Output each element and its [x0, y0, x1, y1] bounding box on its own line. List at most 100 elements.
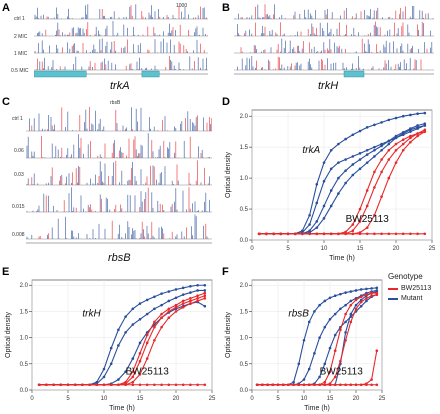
data-point: [365, 126, 369, 129]
data-point: [387, 158, 391, 161]
data-point: [358, 152, 362, 155]
x-tick-label: 0: [250, 246, 254, 252]
data-point: [153, 307, 156, 311]
data-point: [124, 331, 127, 334]
data-point: [145, 312, 149, 316]
data-point: [394, 232, 398, 236]
x-tick-label: 15: [357, 246, 364, 252]
legend-swatch: [388, 287, 398, 290]
data-point: [287, 383, 290, 387]
data-point: [337, 142, 340, 146]
coverage-tracks-a: [34, 4, 208, 78]
data-point: [281, 383, 285, 387]
data-point: [339, 307, 342, 311]
data-point: [124, 383, 127, 387]
data-point: [375, 286, 379, 290]
data-point: [145, 357, 149, 360]
data-point: [358, 232, 362, 236]
data-point: [416, 132, 419, 135]
data-point: [370, 287, 373, 290]
data-point: [313, 383, 316, 387]
data-point: [359, 300, 363, 304]
data-point: [423, 124, 427, 127]
data-point: [344, 158, 347, 161]
data-point: [279, 232, 283, 236]
strain-annotation: BW25113: [346, 214, 390, 225]
data-point: [394, 142, 398, 146]
data-point: [349, 290, 353, 293]
data-point: [329, 167, 333, 171]
data-point: [358, 158, 362, 161]
data-point: [380, 144, 383, 148]
data-point: [373, 148, 376, 152]
strain-annotation: BW25113: [320, 367, 364, 378]
data-point: [145, 298, 149, 302]
data-point: [409, 140, 412, 144]
data-point: [318, 375, 321, 379]
data-point: [307, 383, 311, 387]
y-tick-label: 0.0: [20, 388, 29, 394]
data-point: [286, 232, 290, 236]
data-point: [409, 130, 412, 133]
data-point: [181, 302, 185, 305]
x-tick-label: 10: [321, 246, 328, 252]
data-point: [160, 383, 163, 387]
data-point: [109, 362, 113, 366]
y-tick-label: 0.0: [240, 238, 249, 244]
data-point: [339, 359, 342, 363]
data-point: [394, 116, 398, 120]
data-point: [66, 383, 70, 387]
data-point: [351, 133, 355, 137]
data-point: [196, 297, 199, 300]
data-point: [181, 286, 185, 290]
x-tick-label: 10: [101, 396, 108, 402]
panel-letter-e: E: [2, 266, 10, 278]
data-point: [370, 383, 373, 387]
legend-item-mutant: Mutant: [388, 295, 440, 302]
data-point: [203, 297, 207, 300]
data-point: [370, 294, 373, 298]
plot-area: [251, 279, 383, 391]
data-point: [292, 380, 295, 384]
scale-label: 1000: [176, 3, 188, 9]
track-label: 1 MIC: [14, 51, 28, 57]
data-point: [167, 310, 171, 313]
data-point: [394, 136, 398, 140]
data-point: [394, 161, 398, 164]
data-point: [109, 383, 113, 387]
data-point: [189, 297, 192, 300]
data-point: [189, 299, 192, 303]
data-point: [308, 229, 311, 233]
x-tick-label: 5: [276, 396, 280, 402]
data-point: [301, 232, 304, 236]
data-point: [196, 299, 199, 303]
data-point: [81, 383, 84, 387]
data-point: [307, 320, 311, 324]
data-point: [323, 362, 327, 366]
data-point: [153, 325, 156, 329]
data-point: [117, 328, 120, 332]
data-point: [359, 383, 363, 387]
data-point: [257, 232, 261, 236]
data-point: [337, 232, 340, 236]
data-point: [189, 284, 192, 288]
data-point: [196, 283, 199, 287]
data-point: [328, 296, 332, 300]
data-point: [302, 338, 306, 342]
data-point: [138, 317, 142, 321]
track-label: 0.008: [12, 232, 25, 238]
data-point: [344, 320, 347, 324]
x-tick-label: 15: [327, 396, 334, 402]
data-point: [337, 161, 340, 164]
data-point: [255, 383, 259, 387]
y-tick-label: 1.5: [20, 309, 29, 315]
data-point: [302, 383, 306, 387]
data-point: [329, 204, 333, 208]
data-point: [365, 293, 368, 296]
data-point: [373, 232, 376, 236]
data-point: [322, 217, 326, 220]
data-point: [153, 295, 156, 299]
data-point: [333, 383, 337, 387]
data-point: [329, 232, 333, 236]
y-tick-label: 1.0: [20, 336, 29, 342]
